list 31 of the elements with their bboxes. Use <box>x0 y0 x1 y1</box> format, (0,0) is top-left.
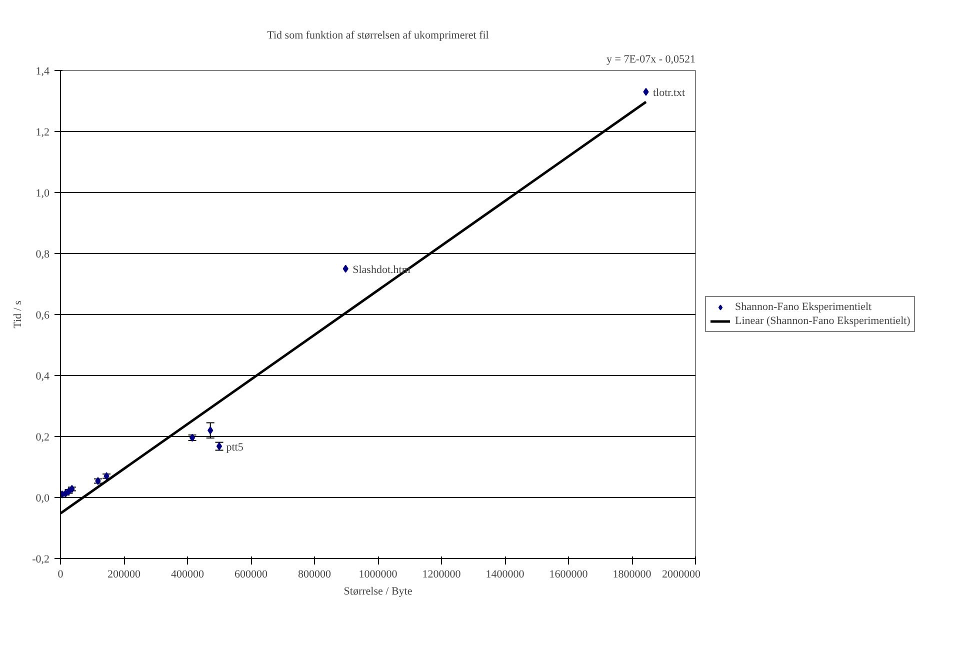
x-tick-label: 1400000 <box>486 568 525 580</box>
x-tick-label: 400000 <box>171 568 204 580</box>
y-tick-label: 0,2 <box>36 432 50 444</box>
y-axis-title: Tid / s <box>12 300 24 328</box>
y-tick-label: 1,2 <box>36 126 50 138</box>
text: y = 7E-07x - 0,0521 <box>606 54 696 66</box>
y-tick-label: 0,6 <box>36 310 50 322</box>
point <box>208 426 214 434</box>
point <box>643 88 649 96</box>
y-tick-label: 0,8 <box>36 248 50 260</box>
x-tick-label: 800000 <box>298 568 332 580</box>
legend-label: Linear (Shannon-Fano Eksperimentielt) <box>735 315 910 327</box>
legend-label: Shannon-Fano Eksperimentielt <box>735 301 872 313</box>
point <box>342 264 348 273</box>
x-tick-label: 0 <box>58 568 64 580</box>
y-tick-label: 0,4 <box>36 370 50 382</box>
x-tick-label: 200000 <box>108 568 141 580</box>
x-tick-label: 1200000 <box>422 568 462 580</box>
y-tick-label: 1,4 <box>36 66 50 78</box>
chart-title: Tid som funktion af størrelsen af ukomprimeret fil <box>267 30 489 42</box>
y-tick-label: -0,2 <box>32 554 50 566</box>
annotation: ptt5 <box>226 441 244 454</box>
x-tick-label: 1600000 <box>549 568 588 580</box>
x-tick-label: 1000000 <box>358 568 398 580</box>
x-tick-label: 600000 <box>234 568 268 580</box>
y-tick-label: 1,0 <box>36 188 50 200</box>
x-tick-label: 2000000 <box>662 568 701 580</box>
x-tick-label: 1800000 <box>612 568 652 580</box>
x-axis-title: Størrelse / Byte <box>344 586 412 598</box>
annotation: tlotr.txt <box>652 86 686 99</box>
y-tick-label: 0,0 <box>36 492 50 504</box>
